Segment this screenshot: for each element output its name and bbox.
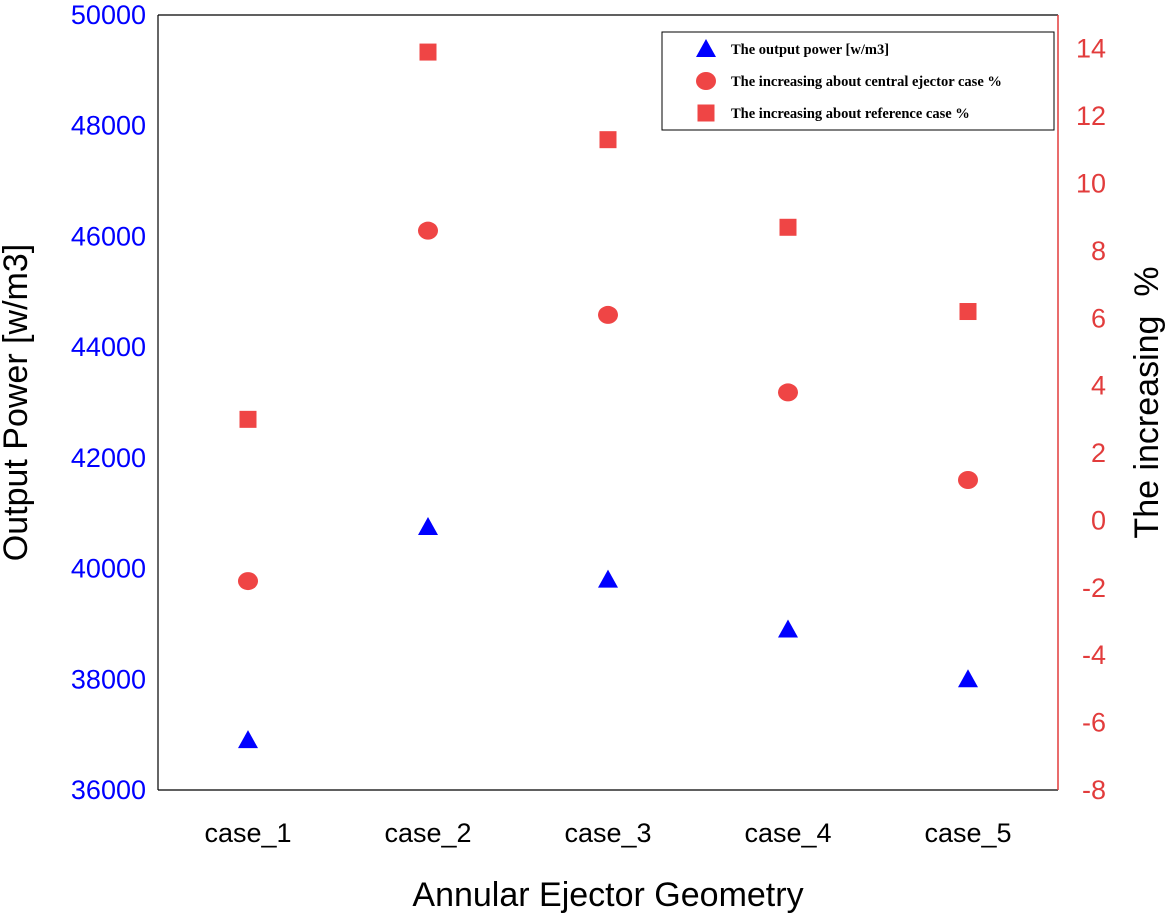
series-1-point <box>418 517 438 536</box>
y-left-tick-label: 44000 <box>71 332 146 362</box>
series-3-point <box>959 303 977 321</box>
series-3-point <box>239 410 257 428</box>
x-tick-label: case_3 <box>564 818 651 848</box>
series-2-point <box>598 305 618 324</box>
series-3-point <box>599 131 617 149</box>
y-right-tick-label: 8 <box>1091 236 1106 266</box>
data-marks <box>238 43 978 749</box>
y-left-tick-label: 36000 <box>71 775 146 805</box>
legend-marker <box>697 104 715 122</box>
series-2-point <box>778 383 798 402</box>
legend-label: The output power [w/m3] <box>731 42 889 58</box>
y-right-tick-label: 2 <box>1091 438 1106 468</box>
tick-labels: 36000 38000 40000 42000 44000 46000 48000 50000… <box>71 0 1106 848</box>
series-2-point <box>418 221 438 240</box>
legend-marker <box>696 39 716 57</box>
y-left-tick-label: 42000 <box>71 443 146 473</box>
series-3-point <box>779 218 797 236</box>
y-right-tick-label: 0 <box>1091 505 1106 535</box>
y-axis-left-title: Output Power [w/m3] <box>0 244 35 561</box>
x-tick-label: case_2 <box>384 818 471 848</box>
y-left-tick-label: 50000 <box>71 0 146 30</box>
legend-marker <box>696 72 716 90</box>
series-2-point <box>238 572 258 591</box>
legend-box <box>661 31 1055 131</box>
series-1-point <box>778 619 798 638</box>
x-tick-label: case_4 <box>744 818 831 848</box>
series-1-point <box>958 669 978 688</box>
legend-label: The increasing about reference case % <box>731 106 970 122</box>
y-right-tick-label: -6 <box>1082 708 1106 738</box>
series-2-point <box>958 471 978 489</box>
series-3-point <box>419 43 437 61</box>
y-right-tick-label: 14 <box>1076 34 1106 64</box>
y-axis-right-title: The increasing % <box>1128 266 1166 538</box>
y-right-tick-label: 4 <box>1091 371 1106 401</box>
y-right-tick-label: -2 <box>1082 573 1106 603</box>
axes <box>157 14 1059 791</box>
legend-label: The increasing about central ejector cas… <box>731 74 1002 90</box>
x-axis-title: Annular Ejector Geometry <box>412 876 803 914</box>
y-right-tick-label: -8 <box>1082 775 1106 805</box>
y-left-tick-label: 38000 <box>71 664 146 694</box>
y-left-tick-label: 40000 <box>71 554 146 584</box>
x-tick-label: case_5 <box>924 818 1011 848</box>
y-right-tick-label: 10 <box>1076 168 1106 198</box>
series-1-point <box>598 569 618 588</box>
x-tick-label: case_1 <box>204 818 291 848</box>
series-1-point <box>238 730 258 749</box>
y-right-tick-label: 6 <box>1091 303 1106 333</box>
y-left-tick-label: 48000 <box>71 111 146 141</box>
legend: The output power [w/m3] The increasing ab… <box>661 31 1055 131</box>
y-left-tick-label: 46000 <box>71 221 146 251</box>
y-right-tick-label: 12 <box>1076 101 1106 131</box>
y-right-tick-label: -4 <box>1082 640 1106 670</box>
